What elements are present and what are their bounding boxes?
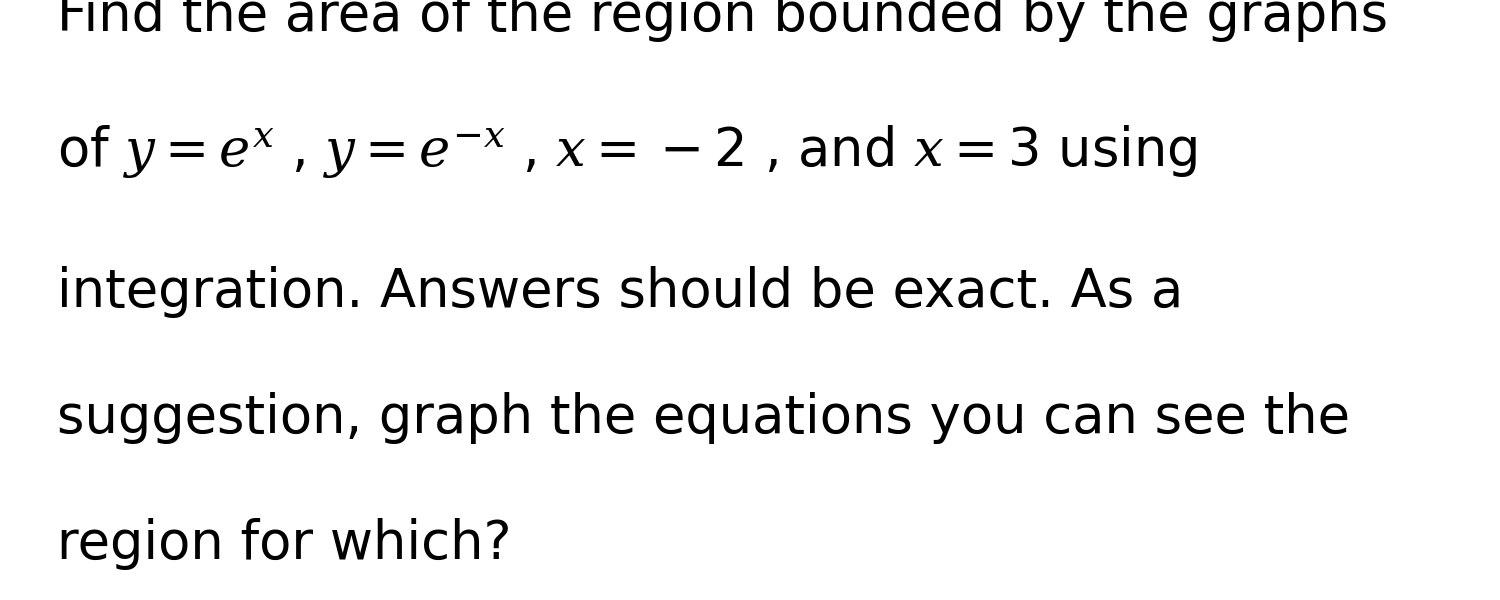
Text: suggestion, graph the equations you can see the: suggestion, graph the equations you can … bbox=[57, 392, 1350, 444]
Text: integration. Answers should be exact. As a: integration. Answers should be exact. As… bbox=[57, 266, 1184, 318]
Text: region for which?: region for which? bbox=[57, 518, 512, 570]
Text: of $y = e^{x}$ , $y = e^{-x}$ , $x = -2$ , and $x = 3$ using: of $y = e^{x}$ , $y = e^{-x}$ , $x = -2$… bbox=[57, 123, 1197, 180]
Text: Find the area of the region bounded by the graphs: Find the area of the region bounded by t… bbox=[57, 0, 1388, 42]
